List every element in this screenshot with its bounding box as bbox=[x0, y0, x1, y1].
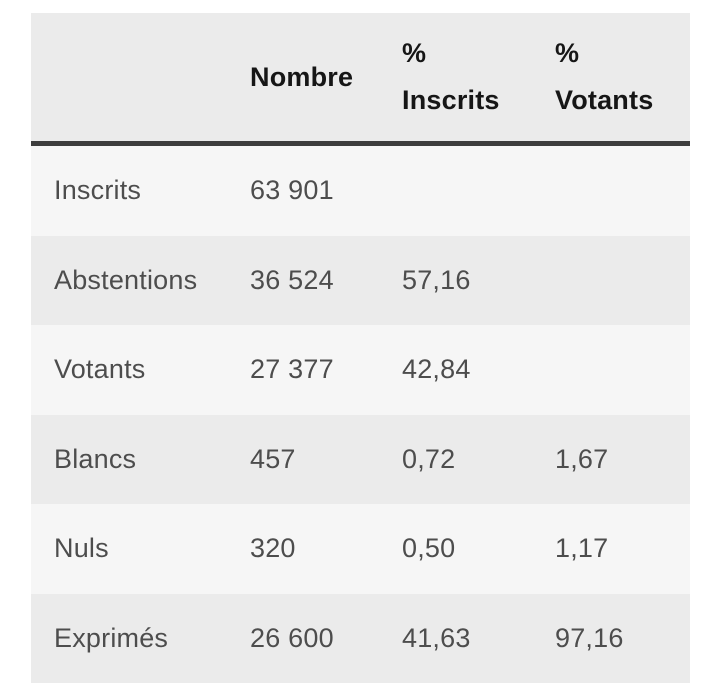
cell-nombre: 457 bbox=[250, 443, 296, 474]
table-row-inscrits: Inscrits 63 901 bbox=[31, 146, 690, 236]
row-label: Blancs bbox=[54, 443, 137, 474]
header-pct-votants-line2: Votants bbox=[555, 85, 654, 115]
cell-pct-votants bbox=[532, 325, 690, 415]
cell-nombre: 320 bbox=[250, 533, 296, 564]
cell-pct-votants bbox=[532, 236, 690, 326]
header-pct-inscrits-line1: % bbox=[402, 38, 427, 68]
cell-nombre: 63 901 bbox=[250, 175, 334, 206]
header-cell-empty bbox=[31, 13, 227, 141]
cell-nombre: 26 600 bbox=[250, 622, 334, 653]
table-row-nuls: Nuls 320 0,50 1,17 bbox=[31, 504, 690, 594]
table-row-blancs: Blancs 457 0,72 1,67 bbox=[31, 414, 690, 504]
header-cell-pct-votants: % Votants bbox=[532, 13, 690, 141]
header-pct-inscrits-line2: Inscrits bbox=[402, 85, 500, 115]
row-label: Exprimés bbox=[54, 622, 169, 653]
header-nombre-label: Nombre bbox=[250, 61, 354, 92]
header-cell-nombre: Nombre bbox=[227, 13, 379, 141]
cell-pct-votants: 1,67 bbox=[555, 443, 609, 474]
cell-pct-votants: 1,17 bbox=[555, 533, 609, 564]
header-cell-pct-inscrits: % Inscrits bbox=[379, 13, 532, 141]
cell-pct-inscrits bbox=[379, 146, 532, 236]
cell-pct-votants bbox=[532, 146, 690, 236]
table-header-row: Nombre % Inscrits % Votants bbox=[31, 13, 690, 146]
table-row-exprimes: Exprimés 26 600 41,63 97,16 bbox=[31, 593, 690, 683]
cell-pct-inscrits: 0,72 bbox=[402, 443, 456, 474]
row-label: Votants bbox=[54, 354, 146, 385]
cell-pct-inscrits: 41,63 bbox=[402, 622, 471, 653]
cell-nombre: 36 524 bbox=[250, 264, 334, 295]
table-row-abstentions: Abstentions 36 524 57,16 bbox=[31, 235, 690, 326]
table-row-votants: Votants 27 377 42,84 bbox=[31, 325, 690, 415]
cell-pct-inscrits: 57,16 bbox=[402, 264, 471, 295]
cell-pct-inscrits: 42,84 bbox=[402, 354, 471, 385]
election-results-table: Nombre % Inscrits % Votants Inscrits 63 … bbox=[31, 13, 690, 683]
header-pct-votants-line1: % bbox=[555, 38, 580, 68]
row-label: Nuls bbox=[54, 533, 109, 564]
cell-nombre: 27 377 bbox=[250, 354, 334, 385]
cell-pct-votants: 97,16 bbox=[555, 622, 624, 653]
row-label: Inscrits bbox=[54, 175, 142, 206]
row-label: Abstentions bbox=[54, 264, 198, 295]
cell-pct-inscrits: 0,50 bbox=[402, 533, 456, 564]
